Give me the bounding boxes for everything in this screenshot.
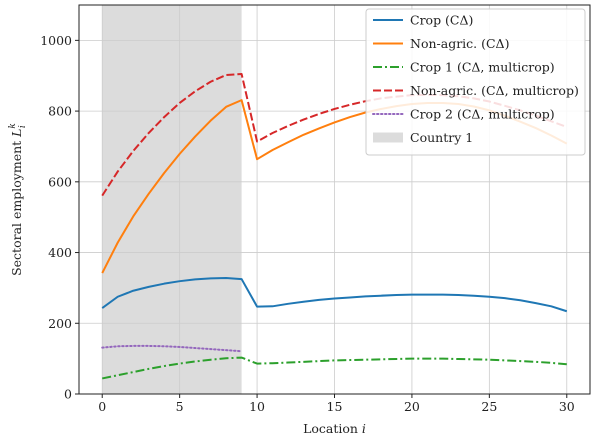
x-tick-label: 10 xyxy=(249,399,265,414)
legend: Crop (CΔ) Non-agric. (CΔ) Crop 1 (CΔ, mult… xyxy=(365,8,586,156)
legend-swatch xyxy=(373,132,403,143)
legend-label: Country 1 xyxy=(410,130,473,145)
legend-box xyxy=(365,8,586,156)
legend-label: Crop 1 (CΔ, multicrop) xyxy=(410,60,555,75)
legend-label: Crop 2 (CΔ, multicrop) xyxy=(410,107,555,122)
x-tick-label: 0 xyxy=(98,399,106,414)
y-tick-label: 200 xyxy=(48,316,72,331)
y-tick-label: 800 xyxy=(48,104,72,119)
y-axis-label: Sectoral employment Lki xyxy=(8,123,28,276)
y-tick-label: 0 xyxy=(64,387,72,402)
shaded-region-country-1 xyxy=(102,5,242,394)
legend-label: Non-agric. (CΔ, multicrop) xyxy=(410,83,579,98)
y-tick-label: 400 xyxy=(48,245,72,260)
x-axis-label: Location i xyxy=(303,421,366,436)
x-tick-label: 25 xyxy=(481,399,497,414)
series-line-1 xyxy=(101,277,568,313)
legend-label: Non-agric. (CΔ) xyxy=(410,36,509,51)
x-tick-label: 5 xyxy=(176,399,184,414)
y-tick-label: 1000 xyxy=(40,33,72,48)
x-tick-label: 30 xyxy=(559,399,575,414)
legend-label: Crop (CΔ) xyxy=(410,13,473,28)
x-tick-label: 20 xyxy=(404,399,420,414)
y-tick-label: 600 xyxy=(48,174,72,189)
series-line-5 xyxy=(101,344,243,353)
x-tick-label: 15 xyxy=(327,399,343,414)
